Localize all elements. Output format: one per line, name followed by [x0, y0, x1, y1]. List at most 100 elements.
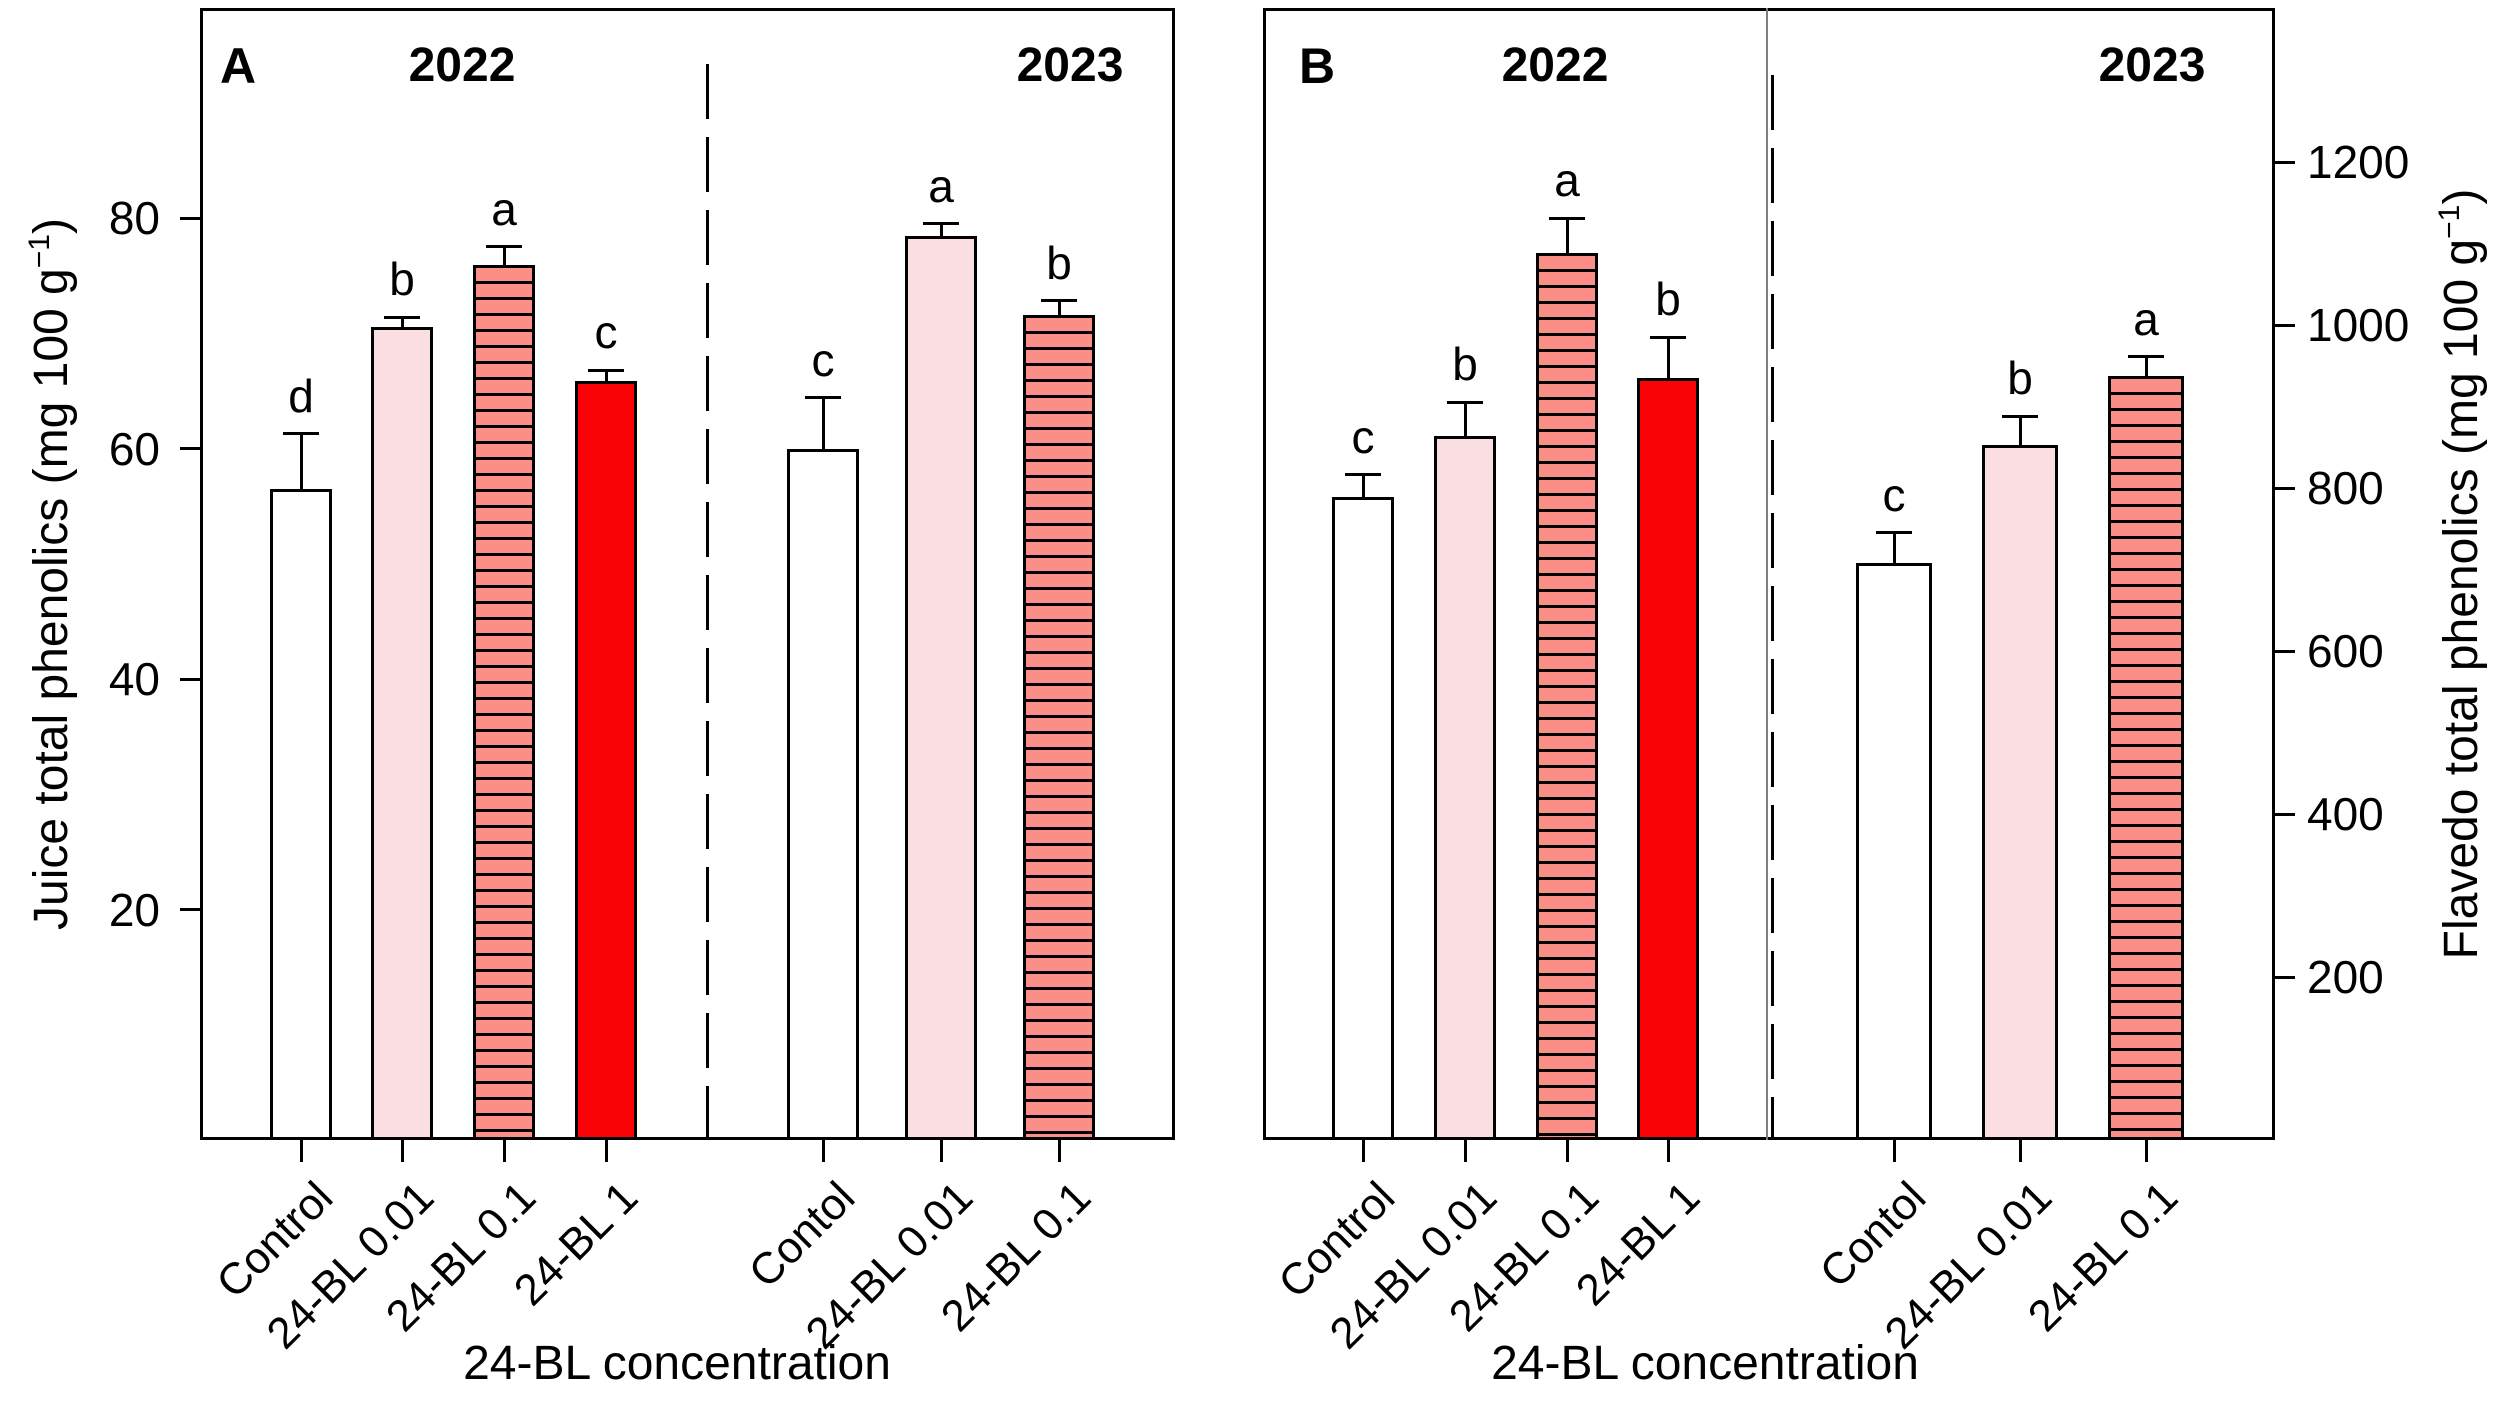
significance-letter-a-2022-24-bl-1: c [594, 306, 618, 359]
error-bar-a-2023-contol [821, 397, 825, 451]
bar-a-2022-control [270, 488, 332, 1140]
panel-b-plot-frame [1263, 8, 2275, 1140]
panel-b-y-tick-mark-1200 [2275, 160, 2295, 164]
error-bar-cap-a-2022-24-bl-1 [588, 368, 624, 372]
bar-a-2022-24-bl-1 [575, 380, 637, 1140]
error-bar-a-2022-24-bl-0-01 [400, 317, 404, 330]
x-tick-mark-b-2023-contol [1892, 1140, 1896, 1162]
error-bar-a-2022-24-bl-0-1 [502, 246, 506, 268]
error-bar-cap-a-2022-24-bl-0-1 [486, 245, 522, 249]
significance-letter-b-2022-control: c [1351, 410, 1375, 463]
significance-letter-a-2022-control: d [288, 369, 314, 422]
error-bar-a-2023-24-bl-0-01 [939, 223, 943, 239]
panel-b-y-tick-label-600: 600 [2307, 625, 2384, 677]
left-y-axis-title-text: Juice total phenolics (mg 100 g [25, 268, 78, 930]
significance-letter-b-2023-24-bl-0-01: b [2007, 352, 2033, 405]
panel-a-y-tick-mark-20 [180, 908, 200, 911]
bar-b-2022-24-bl-1 [1637, 377, 1699, 1140]
error-bar-cap-b-2023-24-bl-0-01 [2002, 414, 2038, 418]
x-tick-mark-a-2022-24-bl-0-01 [400, 1140, 404, 1162]
error-bar-cap-a-2022-24-bl-0-01 [384, 315, 420, 319]
panel-b-y-tick-label-200: 200 [2307, 951, 2384, 1003]
x-tick-mark-a-2022-control [299, 1140, 303, 1162]
bar-a-2023-contol [787, 448, 859, 1140]
error-bar-b-2023-24-bl-0-1 [2144, 356, 2148, 379]
significance-letter-a-2023-contol: c [811, 333, 835, 386]
panel-b-year-divider-line-2 [1771, 75, 1774, 1140]
panel-a-y-tick-label-20: 20 [108, 883, 160, 936]
panel-b-year-2022-label: 2022 [1501, 39, 1609, 92]
panel-b-y-tick-label-1000: 1000 [2307, 299, 2410, 351]
error-bar-b-2023-contol [1892, 532, 1896, 565]
panel-a-year-2023-label: 2023 [1016, 39, 1124, 92]
bar-a-2022-24-bl-0-1 [473, 265, 535, 1140]
significance-letter-a-2022-24-bl-0-1: a [491, 182, 517, 235]
panel-b-y-tick-mark-800 [2275, 486, 2295, 490]
right-y-axis-title-superscript: −1 [2433, 204, 2466, 239]
x-tick-mark-a-2023-24-bl-0-1 [1057, 1140, 1061, 1162]
x-tick-mark-b-2022-24-bl-0-1 [1565, 1140, 1569, 1162]
significance-letter-b-2022-24-bl-0-1: a [1554, 154, 1580, 207]
panel-b-y-tick-mark-400 [2275, 812, 2295, 816]
significance-letter-a-2023-24-bl-0-01: a [928, 159, 954, 212]
panel-b-y-tick-mark-1000 [2275, 323, 2295, 327]
error-bar-cap-b-2023-contol [1876, 531, 1912, 535]
bar-a-2022-24-bl-0-01 [371, 327, 433, 1140]
panel-a-y-tick-label-80: 80 [108, 192, 160, 244]
bar-a-2023-24-bl-0-1 [1023, 314, 1095, 1140]
x-tick-mark-b-2022-24-bl-0-01 [1463, 1140, 1467, 1162]
x-tick-mark-a-2023-contol [821, 1140, 825, 1162]
panel-a-y-tick-mark-40 [180, 677, 200, 681]
error-bar-a-2022-24-bl-1 [604, 370, 608, 383]
panel-a-y-tick-label-40: 40 [108, 653, 160, 705]
panel-a-y-tick-label-60: 60 [108, 422, 160, 475]
panel-b-y-tick-mark-200 [2275, 975, 2295, 979]
x-tick-mark-a-2023-24-bl-0-01 [939, 1140, 943, 1162]
bar-b-2022-24-bl-0-01 [1434, 435, 1496, 1140]
error-bar-b-2022-24-bl-1 [1666, 337, 1670, 380]
panel-b-year-divider-line-1 [1766, 8, 1768, 1140]
x-tick-mark-a-2022-24-bl-1 [604, 1140, 608, 1162]
significance-letter-b-2022-24-bl-1: b [1655, 273, 1681, 326]
panel-a-year-divider-line-1 [706, 64, 709, 1140]
right-y-axis-title: Flavedo total phenolics (mg 100 g−1) [2432, 0, 2492, 1174]
error-bar-b-2023-24-bl-0-01 [2018, 416, 2022, 447]
error-bar-cap-b-2022-control [1345, 473, 1381, 477]
panel-b-x-axis-title: 24-BL concentration [1491, 1337, 1919, 1390]
error-bar-b-2022-control [1361, 474, 1365, 499]
bar-a-2023-24-bl-0-01 [905, 236, 977, 1140]
x-tick-mark-b-2022-control [1361, 1140, 1365, 1162]
significance-letter-a-2023-24-bl-0-1: b [1046, 236, 1072, 289]
significance-letter-b-2023-contol: c [1882, 468, 1906, 521]
x-tick-mark-a-2022-24-bl-0-1 [502, 1140, 506, 1162]
x-tick-mark-b-2023-24-bl-0-01 [2018, 1140, 2022, 1162]
panel-a-x-axis-title: 24-BL concentration [463, 1337, 891, 1390]
panel-b-y-tick-label-400: 400 [2307, 788, 2384, 840]
bar-b-2023-24-bl-0-1 [2108, 376, 2184, 1140]
error-bar-cap-b-2022-24-bl-0-1 [1549, 216, 1585, 220]
panel-b-y-tick-label-1200: 1200 [2307, 136, 2410, 188]
error-bar-cap-b-2022-24-bl-1 [1650, 335, 1686, 339]
panel-a-plot-frame [200, 8, 1175, 1140]
right-y-axis-title-text: Flavedo total phenolics (mg 100 g [2435, 238, 2488, 960]
error-bar-cap-b-2022-24-bl-0-01 [1447, 400, 1483, 404]
panel-b-y-tick-mark-600 [2275, 649, 2295, 653]
error-bar-a-2022-control [299, 433, 303, 491]
x-tick-mark-b-2022-24-bl-1 [1666, 1140, 1670, 1162]
error-bar-b-2022-24-bl-0-01 [1463, 402, 1467, 438]
x-tick-mark-b-2023-24-bl-0-1 [2144, 1140, 2148, 1162]
error-bar-cap-a-2023-24-bl-0-1 [1041, 299, 1077, 303]
error-bar-a-2023-24-bl-0-1 [1057, 300, 1061, 317]
bar-b-2023-contol [1856, 562, 1932, 1140]
error-bar-cap-a-2022-control [283, 432, 319, 436]
significance-letter-b-2022-24-bl-0-01: b [1452, 338, 1478, 391]
panel-b-y-tick-label-800: 800 [2307, 462, 2384, 514]
significance-letter-a-2022-24-bl-0-01: b [389, 253, 415, 306]
panel-a-y-tick-mark-60 [180, 447, 200, 450]
panel-b-letter: B [1298, 38, 1336, 94]
panel-a-year-2022-label: 2022 [408, 39, 516, 92]
bar-b-2022-24-bl-0-1 [1536, 253, 1598, 1140]
bar-b-2022-control [1332, 496, 1394, 1140]
right-y-axis-title-close: ) [2435, 188, 2488, 205]
